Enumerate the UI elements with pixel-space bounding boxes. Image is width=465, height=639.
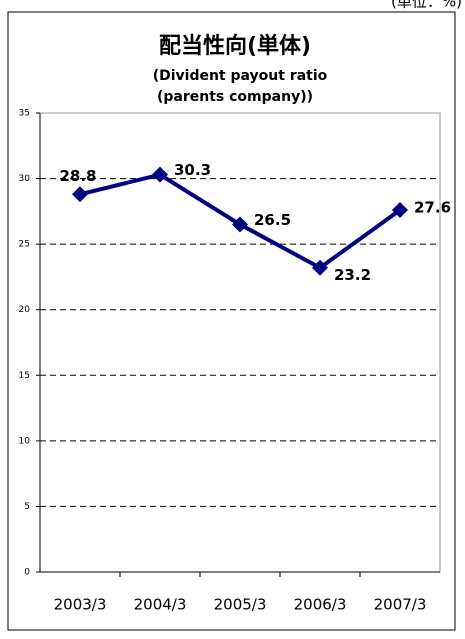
- marker: [392, 202, 408, 219]
- plot-area: [39, 112, 441, 573]
- y-tick-label: 30: [19, 174, 31, 184]
- x-tick-label: 2006/3: [294, 596, 347, 614]
- subtitle: (Divident payout ratio: [153, 68, 328, 84]
- marker: [152, 166, 168, 183]
- chart-title: 配当性向(単体): [159, 33, 311, 59]
- data-label: 26.5: [254, 211, 291, 229]
- x-tick-label: 2007/3: [374, 596, 427, 614]
- x-tick-label: 2005/3: [214, 596, 267, 614]
- y-tick-label: 5: [24, 502, 30, 512]
- y-tick-label: 15: [19, 371, 30, 381]
- subtitle: (parents company)): [157, 89, 313, 105]
- marker: [72, 186, 88, 203]
- y-tick-label: 35: [19, 109, 30, 119]
- marker: [312, 259, 328, 276]
- frame: [7, 11, 456, 631]
- x-tick-label: 2004/3: [134, 596, 187, 614]
- data-label: 30.3: [174, 161, 211, 179]
- unit-note: (単位：%): [391, 0, 462, 11]
- data-label: 28.8: [59, 167, 96, 185]
- x-tick-label: 2003/3: [54, 596, 107, 614]
- y-tick-label: 25: [19, 240, 30, 250]
- y-tick-label: 0: [24, 568, 30, 578]
- data-label: 23.2: [334, 266, 371, 284]
- y-tick-label: 10: [19, 436, 31, 446]
- y-tick-label: 20: [19, 305, 31, 315]
- data-label: 27.6: [414, 199, 451, 217]
- marker: [232, 216, 248, 233]
